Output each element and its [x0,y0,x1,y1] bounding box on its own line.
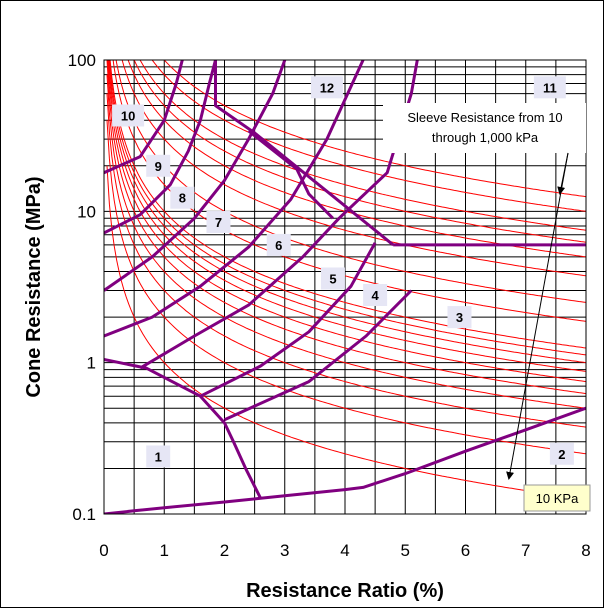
sleeve-curve-90-kpa [108,60,586,356]
x-axis-title: Resistance Ratio (%) [246,580,444,602]
zone-label-10: 10 [121,108,135,123]
sleeve-curve-500-kpa [133,60,586,243]
zone-label-12: 12 [320,80,334,95]
zone-boundary-9 [104,60,184,175]
x-tick-label: 5 [401,541,410,560]
sleeve-curve-30-kpa [106,93,586,428]
zone-boundary-3 [223,289,413,422]
zone-label-bg-2 [549,442,574,465]
callout-arrow-lower [506,152,569,480]
zone-label-bg-7 [206,211,231,234]
sleeve-curve-20-kpa [106,120,586,455]
zone-label-bg-11 [533,76,566,99]
zone-boundary-6 [104,60,365,338]
zone-boundary-10 [214,60,395,247]
y-tick-label: 0.1 [72,505,96,524]
min-curve-label: 10 KPa [536,491,579,506]
sleeve-curve-70-kpa [107,60,586,372]
x-tick-label: 4 [340,541,349,560]
sleeve-resistance-curves [106,60,586,500]
sleeve-curve-800-kpa [151,60,586,212]
y-tick-label: 1 [87,354,96,373]
x-tick-labels: 0 1 2 3 4 5 6 7 8 [99,541,590,560]
zone-boundary-4 [199,242,377,398]
zone-label-bg-10 [112,104,145,127]
x-tick-label: 1 [160,541,169,560]
sleeve-range-callout: Sleeve Resistance from 10 through 1,000 … [383,103,586,480]
zone-boundary-1 [104,406,586,514]
sleeve-curve-60-kpa [107,60,586,383]
sleeve-range-line-2: through 1,000 kPa [432,130,539,145]
plot-area-border [103,59,587,515]
x-tick-label: 7 [521,541,530,560]
sleeve-curve-600-kpa [139,60,586,231]
zone-boundary-8 [104,60,217,235]
zone-label-2: 2 [558,447,565,462]
zone-label-bg-3 [447,306,472,329]
zone-label-11: 11 [543,80,557,95]
zone-label-1: 1 [155,449,162,464]
zone-label-7: 7 [215,215,222,230]
sleeve-curve-100-kpa [109,60,586,349]
zone-label-bg-1 [146,445,171,468]
sleeve-curve-10-kpa [106,165,586,500]
zone-label-3: 3 [456,310,463,325]
min-curve-callout: 10 KPa [523,484,591,512]
sleeve-curve-40-kpa [106,74,586,409]
x-tick-label: 3 [280,541,289,560]
zone-label-5: 5 [329,271,336,286]
zone-label-4: 4 [372,288,380,303]
min-curve-callout-box [523,484,591,512]
zone-label-bg-6 [266,233,291,256]
zone-label-bg-8 [170,186,195,209]
zone-label-bg-4 [363,283,388,306]
sleeve-curve-300-kpa [121,60,586,277]
zone-label-9: 9 [155,159,162,174]
x-tick-label: 8 [581,541,590,560]
zone-boundary-11 [247,129,334,220]
sleeve-curve-80-kpa [108,60,586,364]
zone-label-8: 8 [179,191,186,206]
x-tick-label: 2 [220,541,229,560]
sleeve-curve-50-kpa [106,60,586,395]
zone-label-bg-9 [146,154,171,177]
sleeve-range-line-1: Sleeve Resistance from 10 [407,110,562,125]
y-tick-label: 10 [77,202,96,221]
zone-boundary-2 [104,358,262,499]
sleeve-curve-1000-kpa [163,60,586,198]
x-tick-label: 6 [461,541,470,560]
y-tick-label: 100 [68,51,96,70]
zone-label-bg-12 [310,76,343,99]
y-tick-labels: 0.1 1 10 100 [68,51,96,524]
zone-boundary-7 [104,60,287,292]
x-tick-label: 0 [99,541,108,560]
sleeve-range-callout-box [383,103,586,153]
zone-label-bg-5 [320,267,345,290]
zone-label-6: 6 [275,238,282,253]
y-axis-title: Cone Resistance (MPa) [23,176,45,397]
